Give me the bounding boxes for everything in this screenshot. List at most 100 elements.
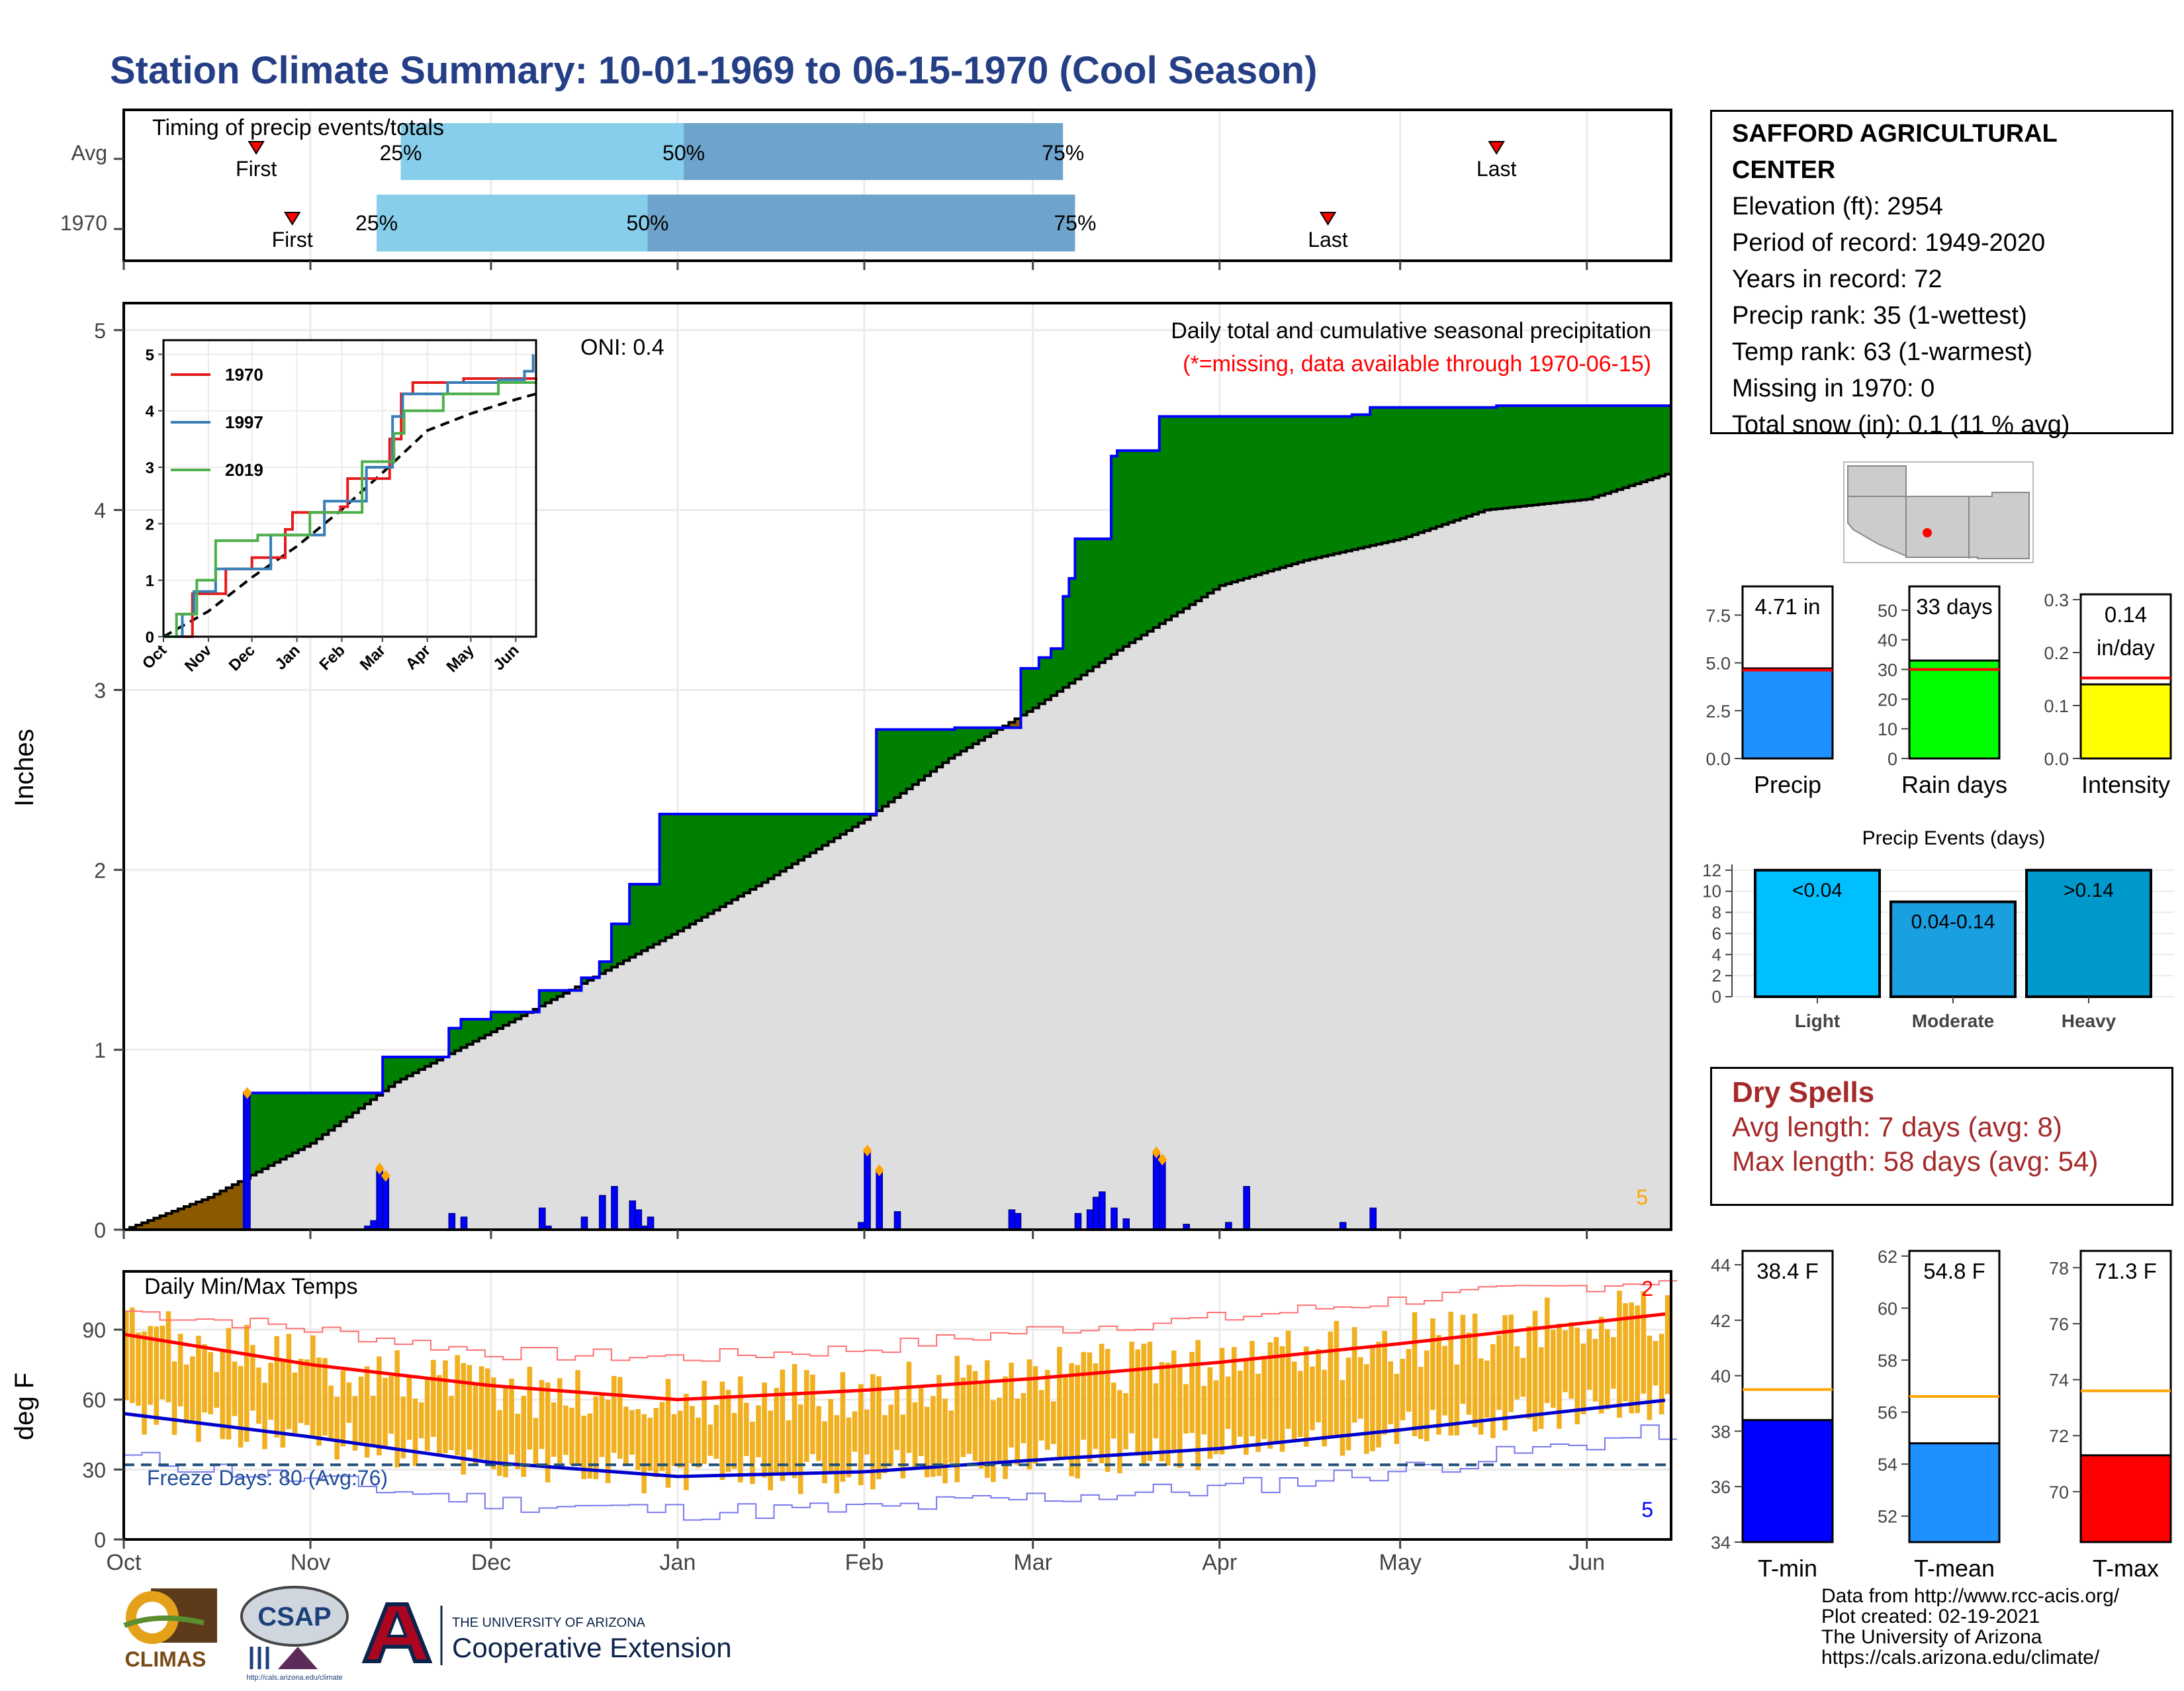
daily-temp-bar — [1351, 1327, 1357, 1423]
above-normal-band — [948, 729, 956, 758]
above-normal-band — [437, 1057, 443, 1060]
dry-spells-title: Dry Spells — [1732, 1076, 1875, 1109]
above-normal-band — [1370, 407, 1377, 546]
above-normal-band — [1604, 405, 1612, 494]
daily-temp-bar — [647, 1418, 653, 1471]
summary-chart-value-label: 71.3 F — [2095, 1259, 2157, 1283]
temp-y-tick-label: 60 — [82, 1389, 106, 1412]
above-normal-band — [876, 729, 883, 811]
daily-temp-bar — [328, 1385, 334, 1440]
heavy-event-marker — [874, 1164, 884, 1177]
above-normal-band — [966, 727, 974, 748]
inset-y-tick-label: 5 — [146, 346, 154, 364]
summary-chart-y-tick-label: 40 — [1878, 631, 1897, 651]
summary-chart-y-tick-label: 60 — [1878, 1299, 1897, 1318]
daily-temp-bar — [1400, 1359, 1406, 1421]
above-normal-band — [611, 923, 618, 968]
precip-events-title: Precip Events (days) — [1862, 827, 2046, 849]
daily-temp-bar — [539, 1380, 545, 1449]
above-normal-band — [768, 814, 775, 879]
above-normal-band — [707, 814, 715, 914]
above-normal-band — [1225, 416, 1232, 584]
summary-chart-category-label: T-mean — [1914, 1555, 1995, 1582]
daily-temp-bar — [1201, 1385, 1207, 1435]
daily-temp-bar — [1340, 1380, 1345, 1456]
daily-temp-bar — [509, 1378, 514, 1455]
above-normal-band — [906, 729, 913, 789]
tmax-record-line — [124, 1280, 1678, 1362]
above-normal-band — [756, 814, 762, 886]
above-normal-band — [623, 923, 630, 961]
above-normal-band — [665, 814, 672, 938]
dry-spells-avg: Avg length: 7 days (avg: 8) — [1732, 1111, 2062, 1142]
above-normal-band — [1478, 407, 1485, 512]
above-normal-band — [1357, 414, 1365, 549]
temp-y-tick-label: 0 — [94, 1528, 106, 1552]
summary-chart-value-bar — [1908, 1442, 2001, 1543]
summary-chart-y-tick-label: 2.5 — [1706, 702, 1731, 721]
daily-temp-bar — [238, 1365, 244, 1448]
above-normal-band — [599, 961, 606, 974]
above-normal-band — [780, 814, 787, 872]
daily-temp-bar — [563, 1405, 569, 1455]
daily-temp-bar — [316, 1357, 322, 1446]
summary-chart-y-tick-label: 76 — [2049, 1314, 2069, 1334]
summary-chart-rain-days: 0 10 20 30 40 50 33 days Rain days — [1878, 585, 2007, 798]
summary-chart-y-tick-label: 30 — [1878, 661, 1897, 680]
precip-events-chart: Precip Events (days) 0 2 468 10 12 <0.04 Light… — [1702, 827, 2174, 1031]
daily-temp-bar — [124, 1310, 129, 1400]
below-normal-band — [171, 1211, 179, 1230]
daily-temp-bar — [202, 1344, 207, 1413]
above-normal-band — [737, 814, 745, 897]
above-normal-band — [750, 814, 756, 890]
daily-temp-bar — [1057, 1347, 1062, 1457]
daily-temp-bar — [515, 1414, 520, 1469]
below-normal-band — [154, 1218, 161, 1230]
daily-temp-bar — [1623, 1303, 1628, 1402]
above-normal-band — [1316, 416, 1322, 558]
timing-label-75: 75% — [1054, 211, 1096, 235]
above-normal-band — [1448, 407, 1455, 523]
events-y-tick-label: 4 — [1712, 944, 1721, 964]
above-normal-band — [960, 727, 968, 751]
daily-temp-bar — [208, 1351, 213, 1414]
last-event-label: Last — [1308, 228, 1348, 251]
summary-chart-y-tick-label: 70 — [2049, 1483, 2069, 1502]
daily-temp-bar — [1026, 1359, 1032, 1470]
above-normal-band — [1490, 407, 1497, 510]
summary-chart-y-tick-label: 74 — [2049, 1371, 2069, 1391]
above-normal-band — [1611, 405, 1617, 492]
above-normal-band — [635, 884, 642, 954]
inset-y-tick-label: 0 — [146, 629, 154, 647]
daily-precip-bar — [611, 1186, 618, 1230]
above-normal-band — [653, 884, 660, 944]
daily-temp-bar — [918, 1387, 924, 1456]
tmin-average-line — [123, 1398, 1666, 1479]
above-normal-band — [1063, 596, 1069, 688]
climatology-area — [124, 474, 1671, 1230]
above-normal-band — [1171, 416, 1178, 616]
daily-temp-bar — [1592, 1338, 1598, 1402]
summary-chart-category-label: T-min — [1758, 1555, 1817, 1582]
above-normal-band — [1623, 405, 1629, 488]
daily-temp-bar — [810, 1374, 815, 1455]
events-bar — [1754, 868, 1881, 999]
above-normal-band — [1026, 668, 1034, 712]
daily-temp-bar — [1472, 1313, 1478, 1428]
ua-big-text: Cooperative Extension — [452, 1632, 732, 1663]
daily-temp-bar — [484, 1368, 490, 1464]
above-normal-band — [725, 814, 733, 903]
daily-temp-bar — [1442, 1346, 1447, 1416]
precip-y-tick-label: 3 — [94, 678, 106, 702]
above-normal-band — [1526, 405, 1533, 506]
daily-temp-bar — [737, 1376, 743, 1483]
daily-temp-bar — [455, 1355, 460, 1455]
above-normal-band — [1255, 416, 1262, 575]
daily-temp-bar — [1586, 1328, 1592, 1390]
daily-temp-bar — [1466, 1332, 1472, 1415]
above-normal-band — [478, 1019, 486, 1038]
below-normal-band — [238, 1181, 245, 1230]
timing-panel-frame — [122, 109, 1672, 262]
above-normal-band — [1400, 407, 1407, 539]
